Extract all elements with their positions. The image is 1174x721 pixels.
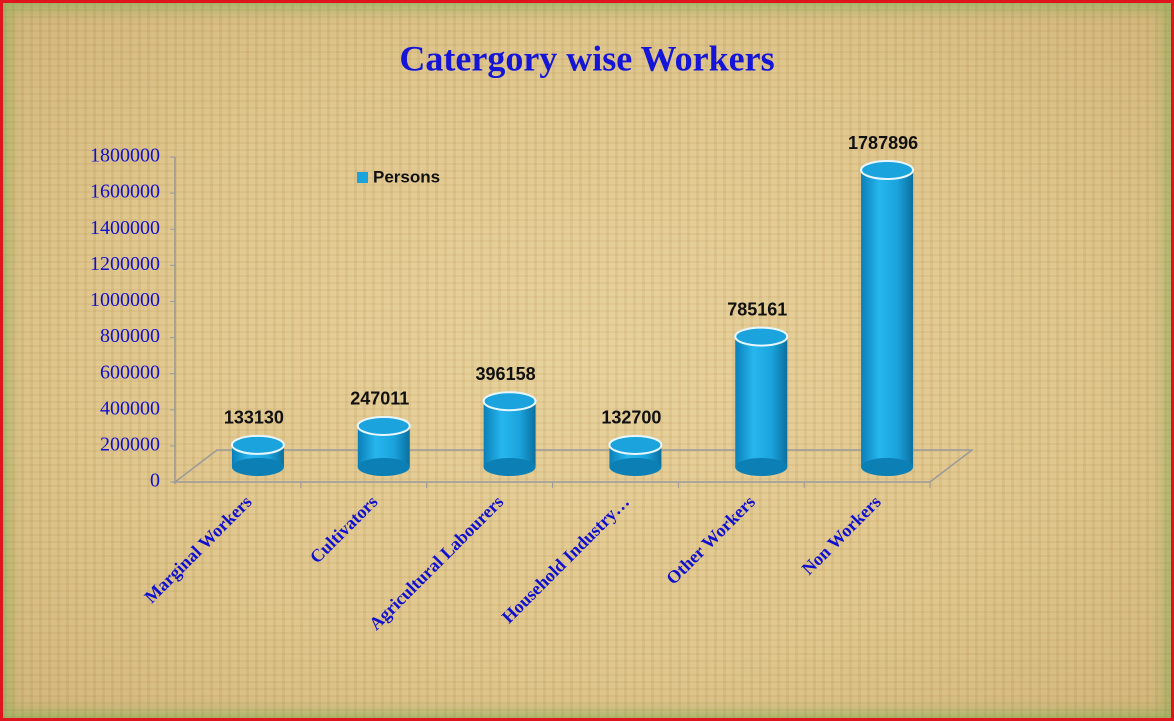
value-label: 133130 [224, 408, 284, 428]
y-tick-label: 600000 [100, 361, 160, 383]
bar [356, 415, 411, 476]
bar-bottom [483, 458, 536, 476]
y-tick-label: 800000 [100, 325, 160, 347]
value-label: 247011 [350, 389, 409, 409]
x-tick-label: Cultivators [306, 492, 382, 568]
bar-top [734, 326, 789, 347]
y-tick-label: 1600000 [90, 181, 160, 203]
bar [482, 391, 537, 476]
bar [860, 160, 915, 476]
bar-bottom [357, 458, 410, 476]
bar-top [356, 415, 411, 436]
legend-swatch [357, 172, 368, 183]
x-tick-label: Agricultural Labourers [365, 492, 507, 634]
value-label: 396158 [476, 364, 536, 384]
bar [734, 326, 789, 476]
y-tick-label: 400000 [100, 397, 160, 419]
y-tick-label: 1800000 [90, 145, 160, 167]
y-tick-label: 200000 [100, 433, 160, 455]
y-tick-label: 1400000 [90, 217, 160, 239]
bar-top [860, 160, 915, 181]
value-label: 132700 [601, 408, 661, 428]
y-tick-label: 1000000 [90, 289, 160, 311]
value-label: 785161 [727, 299, 787, 319]
bar-body [483, 401, 536, 467]
x-tick-label: Other Workers [662, 492, 759, 589]
bar-bottom [861, 458, 914, 476]
bar-body [735, 336, 788, 467]
value-label: 1787896 [848, 133, 918, 153]
bar [230, 434, 285, 476]
chart-title: Catergory wise Workers [399, 38, 774, 78]
legend-label: Persons [373, 167, 440, 186]
y-tick-label: 1200000 [90, 253, 160, 275]
floor [172, 449, 975, 483]
x-tick-label: Household Industry… [498, 492, 633, 627]
bar-bottom [609, 458, 662, 476]
bar [608, 434, 663, 476]
bar-bottom [735, 458, 788, 476]
bar-bottom [231, 458, 284, 476]
bar-top [482, 391, 537, 412]
bar-body [861, 170, 914, 467]
y-tick-label: 0 [150, 470, 160, 492]
bar-top [230, 434, 285, 455]
bar-top [608, 434, 663, 455]
x-tick-label: Non Workers [798, 492, 885, 579]
x-tick-label: Marginal Workers [140, 492, 255, 607]
